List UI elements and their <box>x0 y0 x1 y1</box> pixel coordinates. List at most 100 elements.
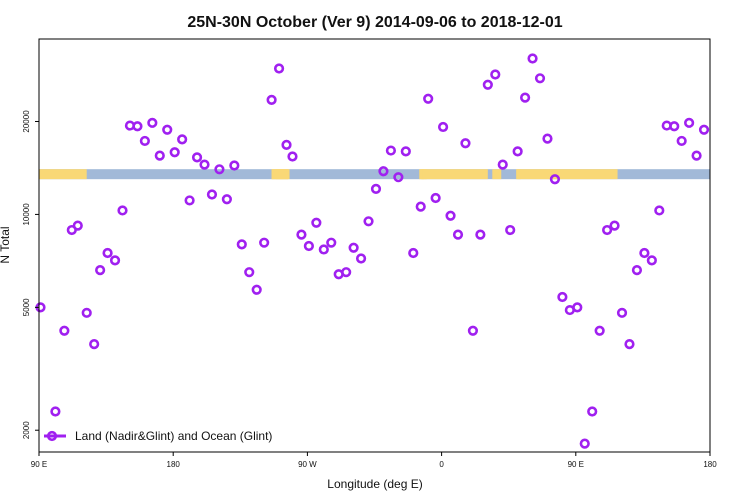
data-point <box>654 205 665 216</box>
data-point <box>385 145 397 156</box>
data-point <box>400 146 411 157</box>
data-point <box>408 247 419 259</box>
data-point <box>199 159 210 170</box>
data-point <box>147 117 158 128</box>
data-point <box>512 146 523 157</box>
data-point <box>698 124 710 135</box>
data-point <box>430 192 441 204</box>
plot-frame <box>38 38 711 453</box>
y-tick-label: 5000 <box>22 298 31 316</box>
y-tick-label: 20000 <box>22 110 31 133</box>
data-point <box>326 237 337 248</box>
surface-band-land <box>39 169 87 180</box>
data-point <box>684 117 695 128</box>
data-point <box>370 183 382 194</box>
x-tick-label: 0 <box>439 460 444 469</box>
data-points <box>35 53 710 449</box>
data-point <box>229 160 240 171</box>
data-point <box>139 135 150 147</box>
data-point <box>95 265 106 276</box>
data-point <box>490 69 501 80</box>
data-point <box>609 220 620 231</box>
data-point <box>102 247 113 259</box>
data-point <box>378 166 389 177</box>
data-point <box>631 265 643 276</box>
data-point <box>296 229 307 240</box>
legend-label: Land (Nadir&Glint) and Ocean (Glint) <box>75 429 272 443</box>
data-point <box>475 229 486 240</box>
data-point <box>423 93 434 104</box>
data-point <box>59 325 70 336</box>
surface-band-land <box>492 169 502 180</box>
data-point <box>287 151 298 162</box>
data-point <box>355 253 367 264</box>
data-point <box>542 133 553 144</box>
data-point <box>251 284 262 295</box>
data-point <box>132 121 143 132</box>
data-point <box>81 307 92 318</box>
data-point <box>646 255 657 266</box>
data-point <box>266 94 277 105</box>
data-point <box>169 147 180 158</box>
surface-band <box>39 169 710 180</box>
x-tick-label: 180 <box>167 460 181 469</box>
data-point <box>89 339 100 350</box>
data-point <box>467 325 479 336</box>
data-point <box>505 224 516 236</box>
data-point <box>587 406 598 417</box>
y-tick-label: 2000 <box>22 421 31 439</box>
data-point <box>281 139 292 150</box>
data-point <box>534 73 546 84</box>
legend: Land (Nadir&Glint) and Ocean (Glint) <box>44 429 272 443</box>
data-point <box>348 242 359 253</box>
data-point <box>445 210 456 221</box>
x-tick-label: 90 E <box>31 460 47 469</box>
data-point <box>676 135 687 147</box>
data-point <box>206 189 218 200</box>
y-axis: 2000 5000 10000 20000 <box>22 110 39 439</box>
surface-band-land <box>422 169 488 180</box>
data-point <box>691 150 702 161</box>
data-point <box>50 406 61 417</box>
data-point <box>311 217 322 228</box>
data-point <box>557 291 568 303</box>
chart-title: 25N-30N October (Ver 9) 2014-09-06 to 20… <box>187 14 562 31</box>
x-tick-label: 90 E <box>568 460 584 469</box>
x-axis: 90 E 180 90 W 0 90 E 180 <box>31 452 717 469</box>
data-point <box>177 134 188 145</box>
data-point <box>520 92 531 103</box>
data-point <box>184 195 195 206</box>
data-point <box>452 229 464 240</box>
data-point <box>244 267 255 278</box>
data-point <box>639 247 650 259</box>
data-point <box>273 63 285 74</box>
legend-marker <box>46 430 58 442</box>
data-point <box>415 201 426 212</box>
x-tick-label: 90 W <box>298 460 317 469</box>
data-point <box>616 307 628 318</box>
data-point <box>191 152 203 163</box>
surface-band-ocean <box>39 169 710 180</box>
data-point <box>236 239 247 250</box>
data-point <box>117 205 128 216</box>
data-point <box>460 138 471 149</box>
surface-band-land <box>517 169 618 180</box>
surface-band-land <box>276 169 290 180</box>
data-point <box>602 224 613 236</box>
data-point <box>579 438 590 449</box>
data-point <box>259 237 270 248</box>
data-point <box>393 172 404 183</box>
data-point <box>624 339 635 350</box>
data-point <box>527 53 538 64</box>
data-point <box>214 164 225 175</box>
data-point <box>669 121 680 132</box>
x-tick-label: 180 <box>703 460 717 469</box>
data-point <box>162 124 173 135</box>
data-point <box>482 79 493 90</box>
data-point <box>363 216 374 227</box>
data-point <box>572 302 583 313</box>
data-point <box>109 255 121 266</box>
data-point <box>318 244 329 255</box>
data-point <box>303 240 314 252</box>
